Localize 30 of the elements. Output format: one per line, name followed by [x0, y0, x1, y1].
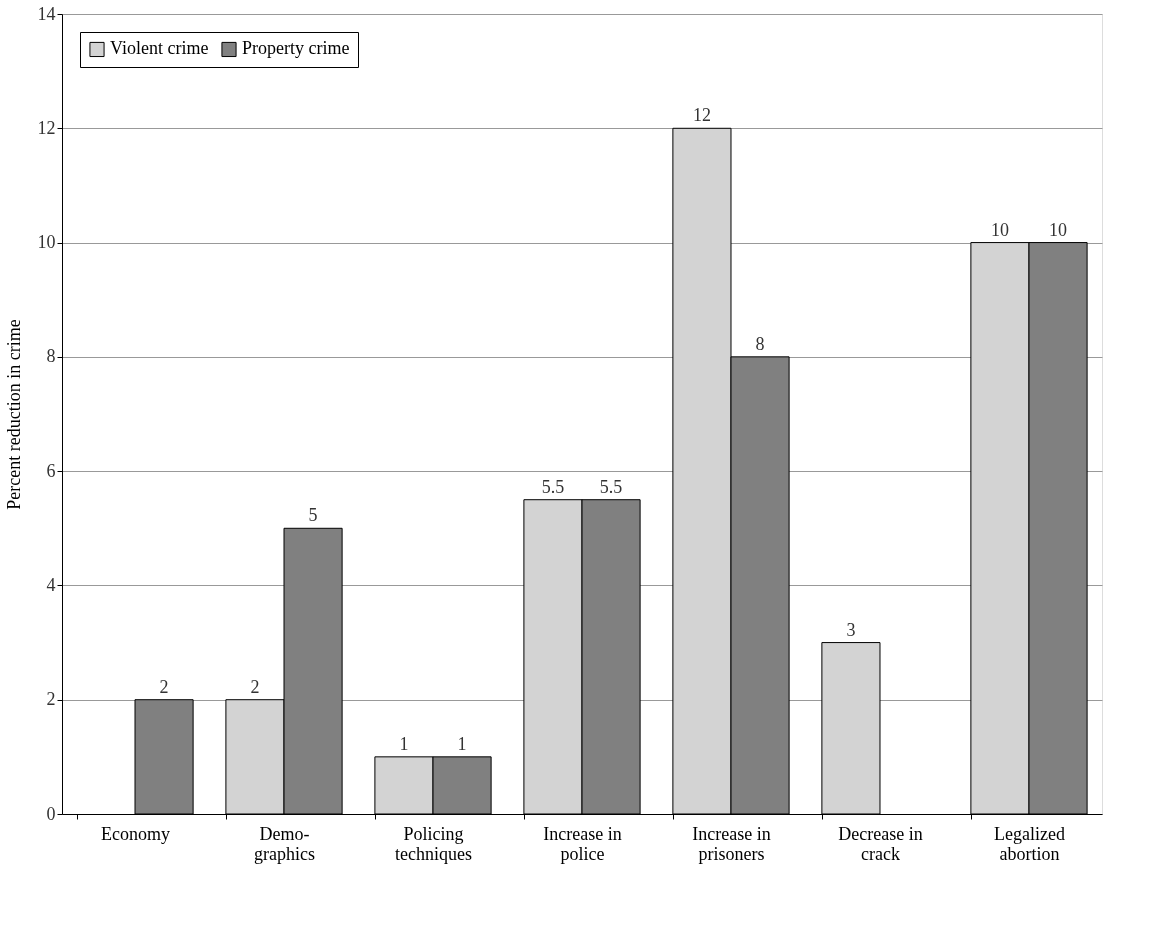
y-tick-label: 0 [46, 803, 56, 824]
y-axis-title: Percent reduction in crime [3, 319, 24, 510]
legend-label: Violent crime [110, 38, 209, 59]
data-label: 1 [399, 733, 409, 754]
y-tick-label: 6 [46, 460, 56, 481]
x-tick-label: Demo- graphics [254, 823, 315, 864]
x-tick-label: Policing techniques [395, 823, 472, 864]
y-tick-label: 8 [46, 346, 56, 367]
x-tick-label: Legalized abortion [994, 823, 1065, 864]
data-label: 5.5 [599, 476, 623, 497]
data-label: 1 [457, 733, 467, 754]
legend-label: Property crime [242, 38, 350, 59]
x-tick-label: Increase in police [543, 823, 622, 864]
y-tick-label: 4 [46, 574, 56, 595]
x-tick-label: Economy [101, 823, 171, 844]
x-tick-label: Increase in prisoners [692, 823, 771, 864]
data-label: 2 [159, 676, 169, 697]
data-label: 10 [1049, 219, 1068, 240]
data-label: 8 [755, 333, 765, 354]
y-tick-label: 10 [37, 232, 56, 253]
y-tick-label: 2 [46, 689, 56, 710]
data-label: 3 [846, 619, 856, 640]
data-label: 5.5 [541, 476, 565, 497]
data-label: 12 [692, 105, 711, 126]
x-tick-label: Decrease in crack [838, 823, 923, 864]
data-label: 5 [308, 505, 318, 526]
y-tick-label: 12 [37, 117, 56, 138]
data-label: 2 [250, 676, 260, 697]
y-tick-label: 14 [37, 3, 56, 24]
data-label: 10 [990, 219, 1009, 240]
